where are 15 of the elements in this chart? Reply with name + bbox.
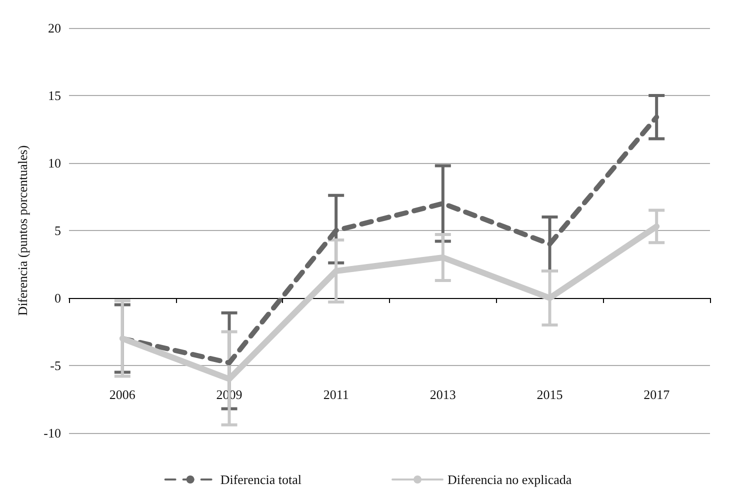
x-tick-label: 2015	[536, 387, 563, 402]
x-tick-label: 2006	[109, 387, 136, 402]
y-tick-label: 5	[54, 223, 61, 238]
y-tick-label: 20	[48, 20, 61, 36]
y-tick-label: -5	[50, 358, 61, 373]
x-tick-label: 2013	[430, 387, 456, 402]
y-tick-label: 0	[54, 290, 61, 306]
y-tick-label: 15	[48, 88, 61, 103]
y-tick-label: -10	[44, 426, 61, 440]
x-tick-label: 2011	[323, 387, 349, 402]
x-tick-label: 2017	[644, 387, 670, 402]
y-tick-label: 10	[48, 156, 61, 170]
legend-label: Diferencia no explicada	[448, 472, 572, 487]
y-axis-title: Diferencia (puntos porcentuales)	[15, 145, 30, 316]
legend-label: Diferencia total	[220, 472, 302, 487]
